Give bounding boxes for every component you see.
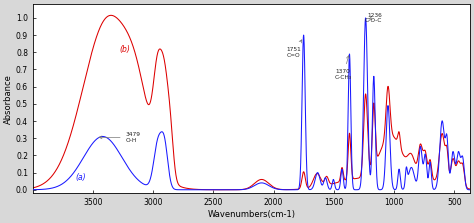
Text: 3479
O-H: 3479 O-H [99, 132, 141, 143]
Text: 1751
C=O: 1751 C=O [287, 40, 302, 58]
X-axis label: Wavenumbers(cm-1): Wavenumbers(cm-1) [208, 210, 295, 219]
Text: (b): (b) [119, 45, 130, 54]
Y-axis label: Absorbance: Absorbance [4, 74, 13, 124]
Text: (a): (a) [75, 173, 86, 182]
Text: 1236
C-O-C: 1236 C-O-C [365, 12, 382, 23]
Text: 1370
C-CH₃: 1370 C-CH₃ [335, 56, 352, 80]
